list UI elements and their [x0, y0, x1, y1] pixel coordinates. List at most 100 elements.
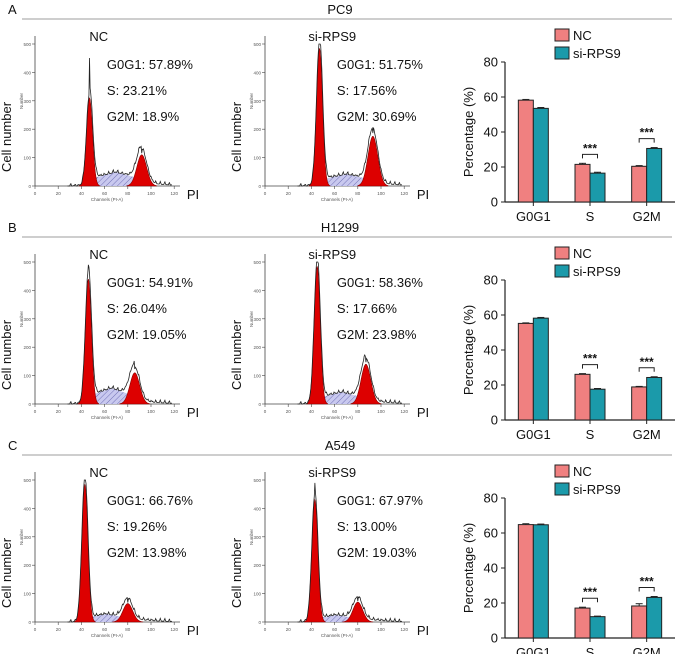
- flow-histogram: 0 20 40 60 80 100 120 0 100 200 300 400 500 Channels …: [0, 465, 199, 638]
- legend-swatch-si-rps9: [554, 264, 570, 278]
- g2m-peak: [112, 603, 144, 623]
- condition-label: si-RPS9: [308, 29, 356, 44]
- histogram-x-tick-label: 60: [102, 191, 108, 196]
- histogram-x-tick-label: 80: [125, 191, 131, 196]
- histogram-y-tick-label: 500: [23, 260, 31, 265]
- histogram-y-tick-label: 300: [23, 99, 31, 104]
- histogram-x-tick-label: 60: [102, 627, 108, 632]
- histogram-y-tick-label: 400: [23, 506, 31, 511]
- significance-bracket: [638, 587, 655, 592]
- histogram-x-tick-label: 60: [332, 409, 338, 414]
- bar-chart: 0 20 40 60 80 Percentage (%) G0G1 S G2M *** *** NC s…: [461, 246, 675, 442]
- histogram-x-tick-label: 80: [355, 409, 361, 414]
- bar-x-tick-label: S: [586, 427, 595, 442]
- envelope-line: [67, 264, 173, 405]
- phase-stat-label: S: 17.66%: [337, 301, 397, 316]
- envelope-line: [297, 43, 403, 187]
- histogram-x-tick-label: 0: [34, 409, 37, 414]
- envelope-line: [67, 479, 173, 623]
- bar-y-tick-label: 80: [484, 491, 498, 506]
- condition-label: si-RPS9: [308, 247, 356, 262]
- cell-line-title: H1299: [321, 220, 359, 235]
- histogram-y-tick-label: 0: [28, 620, 31, 625]
- bar-nc: [574, 373, 591, 421]
- bar-nc: [517, 322, 534, 421]
- histogram-channels-label: Channels (PI-A): [91, 415, 124, 420]
- histogram-y-tick-label: 300: [253, 317, 261, 322]
- flow-histogram: 0 20 40 60 80 100 120 0 100 200 300 400 500 Channels …: [0, 247, 199, 420]
- histogram-x-tick-label: 120: [400, 191, 408, 196]
- significance-bracket: [638, 367, 655, 372]
- bar-y-tick-label: 20: [484, 378, 498, 393]
- g2m-peak: [350, 363, 382, 405]
- legend-swatch-nc: [554, 464, 570, 478]
- flow-histogram: 0 20 40 60 80 100 120 0 100 200 300 400 500 Channels …: [229, 29, 429, 202]
- histogram-y-tick-label: 200: [253, 345, 261, 350]
- significance-stars: ***: [583, 585, 597, 599]
- pi-axis-label: PI: [417, 623, 429, 638]
- bar-x-tick-label: S: [586, 645, 595, 654]
- histogram-number-label: Number: [249, 93, 254, 110]
- legend-swatch-si-rps9: [554, 482, 570, 496]
- histogram-y-tick-label: 300: [23, 535, 31, 540]
- bar-y-axis-label: Percentage (%): [461, 87, 476, 177]
- histogram-x-tick-label: 20: [286, 409, 292, 414]
- histogram-x-tick-label: 60: [332, 627, 338, 632]
- bar-si-rps9: [646, 147, 663, 203]
- histogram-y-tick-label: 200: [23, 345, 31, 350]
- significance-bracket: [638, 138, 655, 143]
- envelope-line: [297, 482, 403, 623]
- significance-bracket: [582, 153, 598, 159]
- histogram-number-label: Number: [249, 529, 254, 546]
- histogram-x-tick-label: 100: [377, 191, 385, 196]
- bar-y-tick-label: 0: [491, 631, 498, 646]
- phase-stat-label: G2M: 23.98%: [337, 327, 417, 342]
- bar-y-tick-label: 40: [484, 561, 498, 576]
- legend-label: NC: [573, 28, 592, 43]
- histogram-x-tick-label: 120: [400, 409, 408, 414]
- histogram-y-tick-label: 200: [253, 127, 261, 132]
- pi-axis-label: PI: [417, 187, 429, 202]
- histogram-y-tick-label: 100: [23, 592, 31, 597]
- histogram-x-tick-label: 120: [170, 191, 178, 196]
- phase-stat-label: S: 17.56%: [337, 83, 397, 98]
- histogram-x-tick-label: 60: [332, 191, 338, 196]
- legend-label: NC: [573, 246, 592, 261]
- histogram-y-tick-label: 100: [23, 374, 31, 379]
- bar-y-axis-label: Percentage (%): [461, 305, 476, 395]
- phase-stat-label: G0G1: 51.75%: [337, 57, 423, 72]
- histogram-y-tick-label: 200: [23, 563, 31, 568]
- histogram-x-tick-label: 80: [355, 627, 361, 632]
- bar-x-tick-label: G0G1: [516, 427, 551, 442]
- histogram-x-tick-label: 60: [102, 409, 108, 414]
- phase-stat-label: G0G1: 58.36%: [337, 275, 423, 290]
- phase-stat-label: G0G1: 66.76%: [107, 493, 193, 508]
- envelope-line: [297, 261, 403, 405]
- histogram-number-label: Number: [19, 93, 24, 110]
- bar-nc: [631, 165, 648, 203]
- histogram-y-tick-label: 400: [253, 288, 261, 293]
- g2m-peak: [119, 372, 151, 405]
- bar-y-tick-label: 20: [484, 596, 498, 611]
- histogram-y-tick-label: 100: [253, 592, 261, 597]
- bar-x-tick-label: G2M: [633, 209, 661, 224]
- histogram-y-tick-label: 0: [258, 184, 261, 189]
- histogram-x-tick-label: 20: [286, 627, 292, 632]
- histogram-y-tick-label: 0: [28, 402, 31, 407]
- flow-histogram: 0 20 40 60 80 100 120 0 100 200 300 400 500 Channels …: [229, 465, 429, 638]
- condition-label: NC: [89, 29, 108, 44]
- histogram-number-label: Number: [19, 311, 24, 328]
- bar-si-rps9: [646, 376, 663, 421]
- histogram-y-tick-label: 500: [253, 478, 261, 483]
- flow-histogram: 0 20 40 60 80 100 120 0 100 200 300 400 500 Channels …: [229, 247, 429, 420]
- histogram-x-tick-label: 100: [147, 627, 155, 632]
- histogram-x-tick-label: 100: [377, 409, 385, 414]
- histogram-y-tick-label: 400: [253, 70, 261, 75]
- histogram-x-tick-label: 0: [264, 191, 267, 196]
- g0g1-peak: [304, 498, 326, 623]
- phase-stat-label: S: 13.00%: [337, 519, 397, 534]
- significance-bracket: [582, 597, 598, 603]
- phase-stat-label: G2M: 19.05%: [107, 327, 187, 342]
- bar-x-tick-label: G0G1: [516, 645, 551, 654]
- histogram-y-tick-label: 500: [253, 260, 261, 265]
